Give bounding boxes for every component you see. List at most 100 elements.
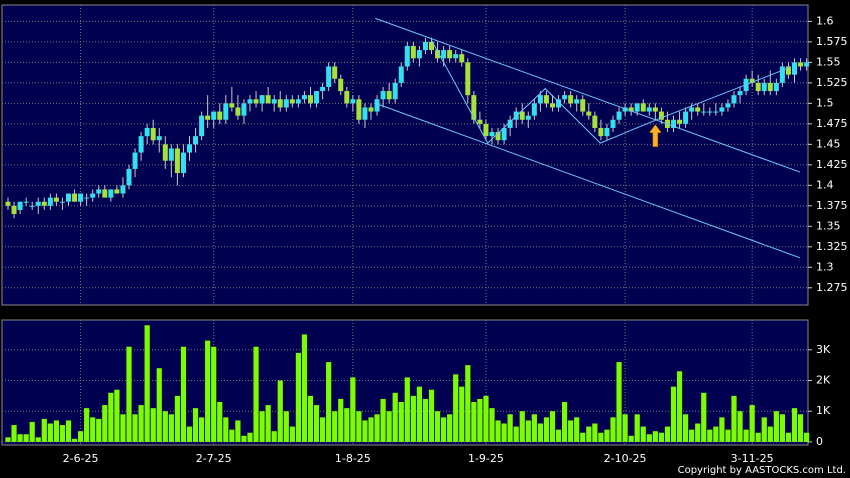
volume-bar (610, 417, 616, 442)
candle-body (41, 201, 47, 206)
candle-body (162, 144, 168, 161)
candle-body (108, 189, 114, 198)
candle-body (180, 152, 186, 174)
volume-bar (114, 389, 120, 442)
volume-bar (144, 325, 150, 442)
volume-bar (162, 411, 168, 442)
candle-body (283, 99, 289, 108)
volume-bar (90, 417, 96, 442)
volume-bar (344, 408, 350, 442)
candle-body (295, 99, 301, 104)
candle-body (441, 50, 447, 59)
trendline (375, 102, 801, 259)
volume-bar (549, 411, 556, 442)
volume-bar (531, 414, 537, 442)
candle-body (592, 115, 598, 128)
volume-bar (695, 423, 701, 442)
y-tick-label: 1.4 (816, 178, 834, 191)
volume-bar (646, 434, 652, 442)
y-tick-label: 0 (816, 435, 823, 448)
volume-bar (616, 362, 622, 442)
volume-bar (356, 411, 362, 442)
volume-bar (41, 418, 47, 442)
candle-body (326, 66, 332, 87)
volume-bar (53, 420, 59, 442)
volume-bar (84, 408, 90, 442)
candle-body (749, 78, 755, 83)
volume-bar (180, 346, 187, 442)
candle-body (616, 111, 622, 120)
candle-body (120, 185, 126, 194)
candle-body (265, 95, 271, 104)
candle-body (156, 136, 162, 141)
candle-body (350, 99, 356, 104)
candle-body (193, 136, 199, 145)
volume-bar (743, 429, 749, 442)
volume-bar (47, 423, 53, 442)
volume-bar (186, 426, 193, 442)
candle-body (338, 78, 344, 92)
volume-bar (65, 420, 72, 442)
x-tick-label: 1-9-25 (468, 452, 504, 465)
candle-body (785, 66, 791, 75)
y-tick-label: 1.55 (816, 55, 841, 68)
volume-bar (338, 398, 344, 442)
volume-bar (791, 408, 798, 442)
volume-bar (689, 429, 695, 442)
candle-body (658, 111, 664, 120)
candle-body (537, 95, 543, 104)
volume-bar (658, 432, 664, 442)
candle-body (416, 50, 422, 59)
volume-bar (459, 386, 465, 442)
candle-body (634, 103, 640, 112)
candle-body (622, 107, 628, 112)
volume-bar (670, 386, 677, 442)
volume-bar (410, 395, 416, 442)
candle-body (556, 99, 562, 108)
candle-body (501, 127, 507, 141)
candle-body (471, 95, 477, 120)
candle-body (713, 111, 719, 113)
volume-bar (507, 414, 513, 442)
candle-body (798, 62, 804, 67)
volume-bar (489, 408, 495, 442)
volume-bar (307, 395, 314, 442)
candle-body (35, 201, 41, 206)
volume-bar (676, 371, 683, 442)
volume-bar (380, 398, 386, 442)
volume-bar (126, 346, 132, 442)
volume-bar (755, 432, 761, 442)
volume-bar (78, 431, 84, 442)
volume-bar (265, 405, 271, 442)
candle-body (737, 91, 743, 96)
arrow (648, 124, 662, 147)
candle-body (477, 119, 483, 124)
candle-body (259, 95, 265, 104)
candle-body (386, 91, 392, 100)
volume-bar (555, 429, 562, 442)
volume-bar (11, 425, 17, 442)
y-tick-label: 1.525 (816, 76, 848, 89)
y-tick-label: 1.45 (816, 137, 841, 150)
candle-body (126, 168, 132, 186)
volume-bar (701, 392, 707, 442)
candle-body (435, 50, 441, 59)
candle-body (525, 115, 531, 120)
candle-body (102, 189, 108, 198)
volume-bar (513, 426, 519, 442)
volume-bar (525, 420, 531, 442)
candle-body (253, 99, 259, 104)
volume-bar (211, 346, 217, 442)
y-tick-label: 1.3 (816, 260, 834, 273)
volume-bar (320, 417, 326, 442)
candle-body (792, 62, 797, 75)
volume-bar (713, 426, 719, 442)
candle-body (289, 99, 295, 104)
candle-body (543, 95, 549, 104)
candle-body (301, 95, 307, 100)
candle-body (598, 127, 604, 137)
volume-bar (392, 392, 398, 442)
volume-bar (29, 421, 35, 442)
candle-body (519, 111, 525, 120)
volume-bar (168, 414, 174, 442)
